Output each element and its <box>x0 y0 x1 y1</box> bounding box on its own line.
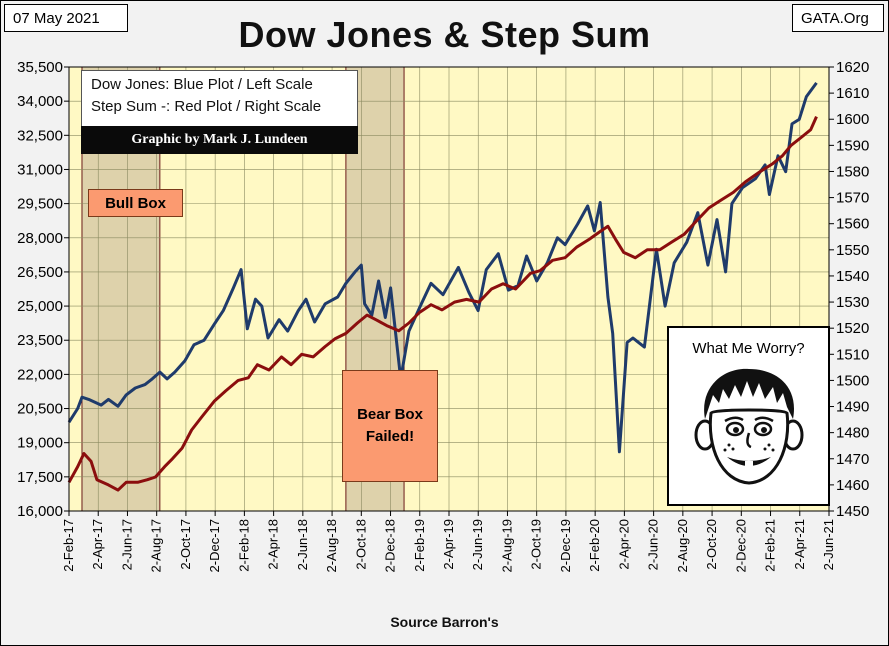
x-tick-10: 2-Oct-18 <box>353 519 368 570</box>
y-right-tick-3: 1480 <box>836 425 869 442</box>
y-left-tick-12: 34,000 <box>17 93 63 110</box>
y-right-tick-9: 1540 <box>836 268 869 285</box>
x-tick-22: 2-Oct-20 <box>704 519 719 570</box>
series-line-dow-jones <box>67 82 818 454</box>
x-tick-19: 2-Apr-20 <box>616 519 631 570</box>
y-left-tick-2: 19,000 <box>17 435 63 452</box>
y-left-tick-1: 17,500 <box>17 469 63 486</box>
x-tick-20: 2-Jun-20 <box>646 519 661 570</box>
date-label: 07 May 2021 <box>4 4 128 32</box>
source-label: Source Barron's <box>390 614 499 630</box>
y-left-tick-5: 23,500 <box>17 332 63 349</box>
x-tick-1: 2-Apr-17 <box>90 519 105 570</box>
x-tick-18: 2-Feb-20 <box>587 519 602 572</box>
credit-label: Graphic by Mark J. Lundeen <box>81 126 358 154</box>
y-right-tick-13: 1580 <box>836 163 869 180</box>
x-tick-15: 2-Aug-19 <box>499 519 514 572</box>
x-tick-13: 2-Apr-19 <box>441 519 456 570</box>
y-left-tick-6: 25,000 <box>17 298 63 315</box>
y-right-tick-7: 1520 <box>836 320 869 337</box>
y-right-tick-4: 1490 <box>836 399 869 416</box>
x-tick-12: 2-Feb-19 <box>412 519 427 572</box>
bear-box-label: Bear Box Failed! <box>342 370 438 482</box>
x-tick-8: 2-Jun-18 <box>295 519 310 570</box>
y-left-tick-0: 16,000 <box>17 503 63 520</box>
x-tick-3: 2-Aug-17 <box>149 519 164 572</box>
what-me-worry-panel: What Me Worry? <box>667 326 830 506</box>
y-left-tick-8: 28,000 <box>17 230 63 247</box>
x-tick-16: 2-Oct-19 <box>529 519 544 570</box>
y-left-tick-3: 20,500 <box>17 401 63 418</box>
y-right-tick-0: 1450 <box>836 503 869 520</box>
y-right-tick-5: 1500 <box>836 372 869 389</box>
y-axis-left: 16,000 17,500 19,000 20,500 22,000 23,500 25,0… <box>17 59 69 520</box>
x-tick-21: 2-Aug-20 <box>675 519 690 572</box>
x-tick-4: 2-Oct-17 <box>178 519 193 570</box>
y-axis-right: 1450 1460 1470 1480 1490 1500 1510 1520 1530 1540… <box>829 59 869 520</box>
y-right-tick-11: 1560 <box>836 216 869 233</box>
series-lines <box>67 82 818 492</box>
x-tick-26: 2-Jun-21 <box>821 519 836 570</box>
y-right-tick-6: 1510 <box>836 346 869 363</box>
x-tick-0: 2-Feb-17 <box>61 519 76 572</box>
x-tick-7: 2-Apr-18 <box>266 519 281 570</box>
y-right-tick-1: 1460 <box>836 477 869 494</box>
y-right-tick-2: 1470 <box>836 451 869 468</box>
x-tick-11: 2-Dec-18 <box>383 519 398 572</box>
y-left-tick-9: 29,500 <box>17 196 63 213</box>
x-tick-14: 2-Jun-19 <box>470 519 485 570</box>
y-right-tick-15: 1600 <box>836 111 869 128</box>
series-line-step-sum <box>67 115 818 492</box>
y-right-tick-16: 1610 <box>836 85 869 102</box>
x-tick-23: 2-Dec-20 <box>733 519 748 572</box>
legend-stepsum-label: Step Sum -: Red Plot / Right Scale <box>91 98 322 115</box>
y-right-tick-14: 1590 <box>836 137 869 154</box>
chart-title: Dow Jones & Step Sum <box>238 14 651 55</box>
y-left-tick-10: 31,000 <box>17 161 63 178</box>
bear-box-line1: Bear Box <box>357 406 423 423</box>
worry-caption: What Me Worry? <box>692 340 805 357</box>
cartoon-face-icon <box>694 368 804 485</box>
y-left-tick-7: 26,500 <box>17 264 63 281</box>
site-label: GATA.Org <box>792 4 884 32</box>
x-tick-25: 2-Apr-21 <box>792 519 807 570</box>
y-left-tick-11: 32,500 <box>17 127 63 144</box>
y-right-tick-17: 1620 <box>836 59 869 76</box>
x-tick-17: 2-Dec-19 <box>558 519 573 572</box>
bull-box-label: Bull Box <box>88 189 183 217</box>
y-right-tick-10: 1550 <box>836 242 869 259</box>
x-tick-6: 2-Feb-18 <box>236 519 251 572</box>
y-right-tick-8: 1530 <box>836 294 869 311</box>
x-tick-5: 2-Dec-17 <box>207 519 222 572</box>
x-axis: 2-Feb-17 2-Apr-17 2-Jun-17 2-Aug-17 2-Oct-17… <box>61 511 836 572</box>
y-right-tick-12: 1570 <box>836 190 869 207</box>
x-tick-2: 2-Jun-17 <box>119 519 134 570</box>
x-tick-9: 2-Aug-18 <box>324 519 339 572</box>
y-left-tick-4: 22,000 <box>17 366 63 383</box>
legend-dow-label: Dow Jones: Blue Plot / Left Scale <box>91 76 313 93</box>
x-tick-24: 2-Feb-21 <box>763 519 778 572</box>
y-left-tick-13: 35,500 <box>17 59 63 76</box>
bear-box-line2: Failed! <box>365 428 415 445</box>
